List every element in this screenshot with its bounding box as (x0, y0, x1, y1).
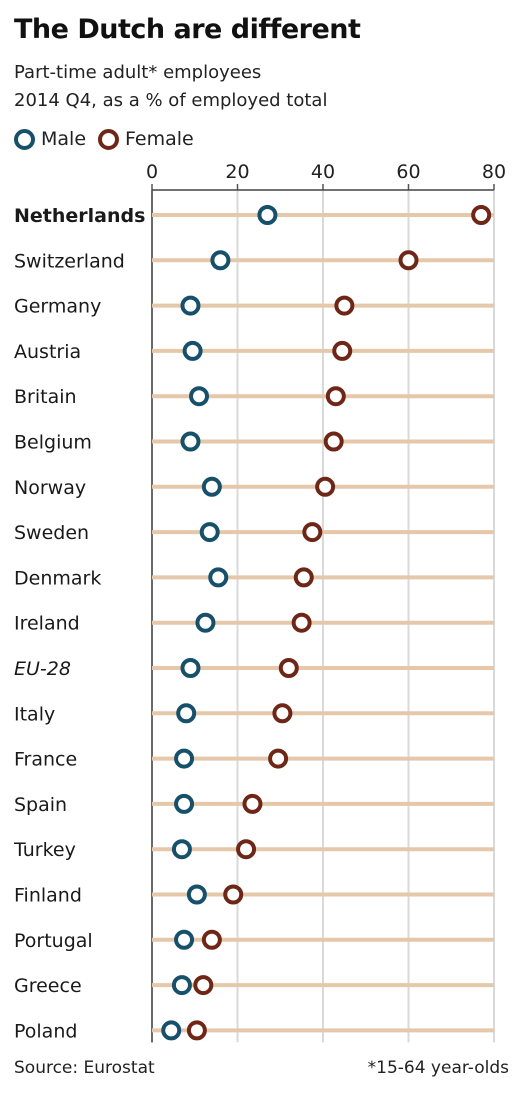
female-point (223, 884, 244, 905)
male-point (174, 793, 195, 814)
category-label: Netherlands (14, 205, 145, 227)
category-label: Spain (14, 794, 67, 816)
female-point (236, 839, 257, 860)
category-label: Norway (14, 477, 86, 499)
category-label: Britain (14, 386, 77, 408)
female-point (272, 703, 293, 724)
category-label: Germany (14, 296, 101, 318)
legend-marker-male-icon (14, 128, 35, 150)
category-label: Turkey (13, 839, 76, 861)
female-point (268, 748, 289, 769)
female-point (332, 340, 353, 361)
footnote: *15-64 year-olds (367, 1058, 509, 1078)
female-point (201, 929, 222, 950)
category-label: Portugal (14, 930, 93, 952)
category-label: EU-28 (14, 658, 71, 680)
chart-subtitle-line-1: Part-time adult* employees (14, 62, 262, 83)
male-point (199, 522, 220, 543)
legend-label-male: Male (41, 128, 87, 150)
legend: Male Female (14, 128, 206, 150)
female-point (193, 975, 214, 996)
source-note: Source: Eurostat (14, 1058, 155, 1078)
category-label: Poland (14, 1020, 77, 1042)
x-tick-label-60: 60 (396, 161, 420, 183)
female-point (471, 205, 492, 225)
legend-item-female: Female (98, 128, 194, 150)
category-label: Finland (14, 885, 82, 907)
female-point (302, 522, 323, 543)
male-point (174, 929, 195, 950)
legend-item-male: Male (14, 128, 86, 150)
male-point (161, 1020, 182, 1041)
x-tick-label-40: 40 (311, 161, 335, 183)
female-point (278, 658, 299, 678)
female-point (325, 386, 346, 407)
male-point (176, 703, 197, 724)
male-point (180, 658, 201, 678)
category-label: Greece (14, 975, 82, 997)
male-point (180, 431, 201, 452)
legend-marker-female-icon (98, 128, 120, 150)
female-point (315, 476, 336, 497)
male-point (186, 884, 207, 905)
category-label: France (14, 749, 77, 771)
male-point (195, 612, 216, 633)
legend-label-female: Female (125, 128, 194, 150)
x-tick-label-20: 20 (225, 161, 249, 183)
female-point (334, 295, 355, 316)
male-point (174, 748, 195, 769)
chart-title: The Dutch are different (14, 14, 361, 45)
category-label: Italy (14, 703, 55, 725)
female-point (186, 1020, 207, 1041)
male-point (171, 975, 192, 996)
category-label: Ireland (14, 613, 80, 635)
male-point (189, 386, 210, 407)
male-point (201, 476, 222, 497)
male-point (180, 295, 201, 316)
category-label: Switzerland (14, 250, 125, 272)
category-label: Austria (14, 341, 81, 363)
male-point (208, 567, 229, 588)
male-point (182, 340, 203, 361)
male-point (210, 250, 231, 271)
category-label: Belgium (14, 432, 92, 454)
female-point (398, 250, 419, 271)
female-point (323, 431, 344, 452)
male-point (257, 205, 278, 225)
female-point (291, 612, 312, 633)
category-label: Denmark (14, 567, 101, 589)
female-point (293, 567, 314, 588)
chart-subtitle-line-2: 2014 Q4, as a % of employed total (14, 90, 328, 111)
category-label: Sweden (14, 522, 89, 544)
dot-plot: 0 20 40 60 80 Netherlands Switzerland Germany Au… (13, 161, 506, 1043)
female-point (242, 793, 263, 814)
male-point (171, 839, 192, 860)
x-tick-label-80: 80 (482, 161, 506, 183)
x-tick-label-0: 0 (146, 161, 158, 183)
